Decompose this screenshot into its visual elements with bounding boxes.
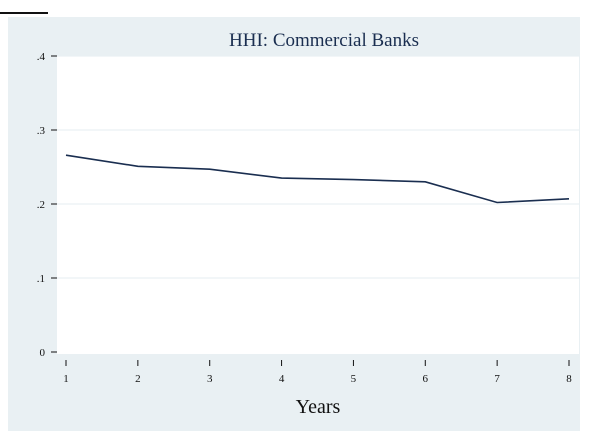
y-tick-label: 0 [40,347,46,359]
plot-area [57,56,579,354]
x-axis-title: Years [296,396,341,418]
y-axis: 0 .1 .2 .3 .4 [37,51,57,359]
gridlines [57,55,579,279]
x-tick-label: 1 [63,373,69,385]
x-tick-label: 7 [494,373,500,385]
y-tick-label: .3 [37,125,46,137]
series-line [65,154,570,204]
y-tick-label: .4 [37,51,46,63]
x-axis: 1 2 3 4 5 6 7 8 [63,360,572,385]
x-tick-label: 3 [207,373,213,385]
x-tick-label: 4 [279,373,285,385]
x-tick-label: 6 [423,373,429,385]
x-tick-label: 2 [135,373,141,385]
top-rule [0,12,48,14]
y-tick-label: .1 [37,273,45,285]
x-tick-label: 8 [566,373,572,385]
y-tick-label: .2 [37,199,45,211]
chart-title: HHI: Commercial Banks [229,30,419,51]
x-tick-label: 5 [351,373,357,385]
